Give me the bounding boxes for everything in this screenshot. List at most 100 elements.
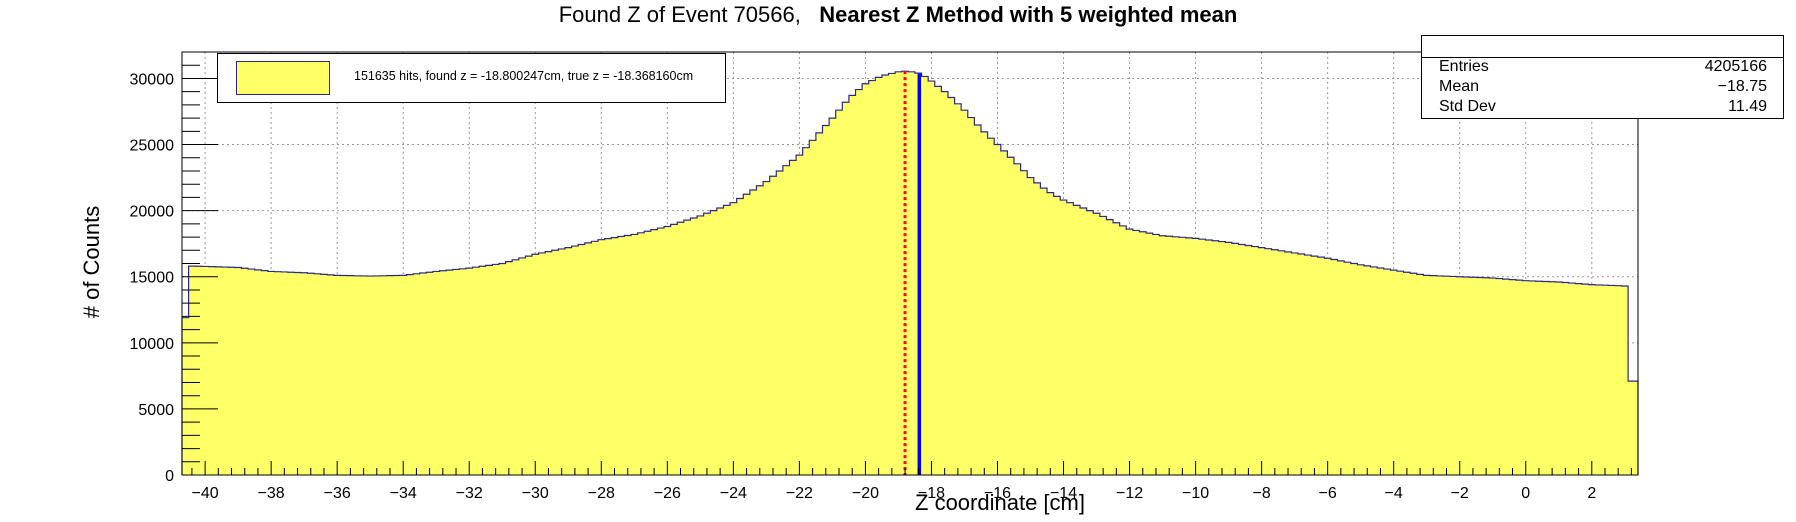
histogram-bin [386,275,394,475]
histogram-bin [1093,213,1101,476]
histogram-bin [1324,258,1332,475]
x-tick-label: −26 [654,485,681,502]
histogram-bin [1581,284,1589,475]
histogram-bin [1027,177,1035,475]
histogram-bin [564,247,572,475]
histogram-bin [855,89,863,475]
y-tick-label: 10000 [130,336,175,353]
histogram-bin [366,276,374,475]
histogram-bin [763,181,771,475]
histogram-bin [1363,265,1371,475]
histogram-bin [822,125,830,475]
histogram-outline [181,70,1639,475]
stats-header [1422,36,1783,58]
histogram-bin [1119,225,1127,475]
histogram-bin [518,257,526,475]
histogram-bin [624,235,632,475]
histogram-bin [631,234,639,475]
histogram-bin [769,176,777,475]
histogram-bin [736,198,744,475]
histogram-bin [347,275,355,475]
histogram-bin [1198,239,1206,475]
stats-key: Std Dev [1439,98,1496,115]
histogram-bin [967,117,975,475]
histogram-bin [650,229,658,475]
histogram-bin [294,272,302,475]
histogram-bin [848,95,856,476]
legend-label: 151635 hits, found z = -18.800247cm, tru… [354,69,694,83]
x-tick-label: −32 [456,485,483,502]
histogram-bin [868,80,876,476]
y-tick-label: 25000 [130,138,175,155]
histogram-bin [314,273,322,475]
x-tick-label: −36 [324,485,351,502]
histogram-bin [353,275,361,475]
x-tick-label: −8 [1252,485,1270,502]
histogram-bin [1225,242,1233,475]
histogram-bin [611,237,619,475]
stats-value: 11.49 [1728,98,1767,115]
histogram-bin [994,144,1002,475]
x-tick-label: −16 [984,485,1011,502]
x-tick-label: −30 [522,485,549,502]
histogram-bin [677,222,685,475]
histogram-bin [637,232,645,475]
histogram-bin [690,218,698,475]
histogram-bin [1231,243,1239,475]
histogram-bin [1251,246,1259,475]
histogram-bin [980,131,988,475]
histogram-bin [789,160,797,476]
histogram-bin [195,266,203,475]
histogram-bin [1330,259,1338,475]
stats-key: Entries [1439,58,1489,75]
histogram-bin [182,317,190,475]
histogram-bin [1555,282,1563,475]
histogram-bin [895,71,903,475]
y-axis-label: # of Counts [79,205,104,319]
histogram-layer [181,70,1639,476]
histogram-bin [1621,285,1629,475]
histogram-bin [1205,239,1213,475]
x-tick-label: −6 [1319,485,1337,502]
histogram-bin [327,274,335,475]
x-tick-label: −28 [588,485,615,502]
histogram-bin [307,273,315,475]
histogram-bin [208,266,216,475]
histogram-bin [320,274,328,475]
x-tick-label: −12 [1116,485,1143,502]
histogram-bin [1146,233,1154,475]
histogram-bin [1073,205,1081,475]
histogram-bin [380,275,388,475]
legend: 151635 hits, found z = -18.800247cm, tru… [217,53,726,103]
histogram-bin [254,269,262,475]
histogram-bin [1066,202,1074,475]
histogram-bin [809,140,817,475]
histogram-bin [228,267,236,475]
x-tick-label: −4 [1385,485,1403,502]
histogram-bin [598,239,606,475]
histogram-bin [1344,262,1352,475]
histogram-bin [1047,192,1055,475]
histogram-bin [723,205,731,475]
histogram-bin [941,91,949,475]
y-tick-label: 20000 [130,204,175,221]
histogram-bin [432,271,440,475]
histogram-bin [1430,275,1438,475]
histogram-bin [465,268,473,475]
stats-row-stddev: Std Dev 11.49 [1422,98,1783,118]
histogram-bin [1469,277,1477,475]
histogram-bin [862,83,870,475]
histogram-bin [683,220,691,475]
x-tick-label: −2 [1451,485,1469,502]
histogram-bin [393,275,401,475]
histogram-bin [1542,281,1550,475]
histogram-bin [1014,163,1022,475]
histogram-bin [1238,244,1246,475]
x-tick-label: −38 [258,485,285,502]
histogram-bin [360,275,368,475]
y-tick-label: 5000 [138,402,174,419]
histogram-bin [1212,240,1220,475]
histogram-bin [1588,284,1596,475]
histogram-bin [1284,251,1292,475]
histogram-bin [584,242,592,475]
